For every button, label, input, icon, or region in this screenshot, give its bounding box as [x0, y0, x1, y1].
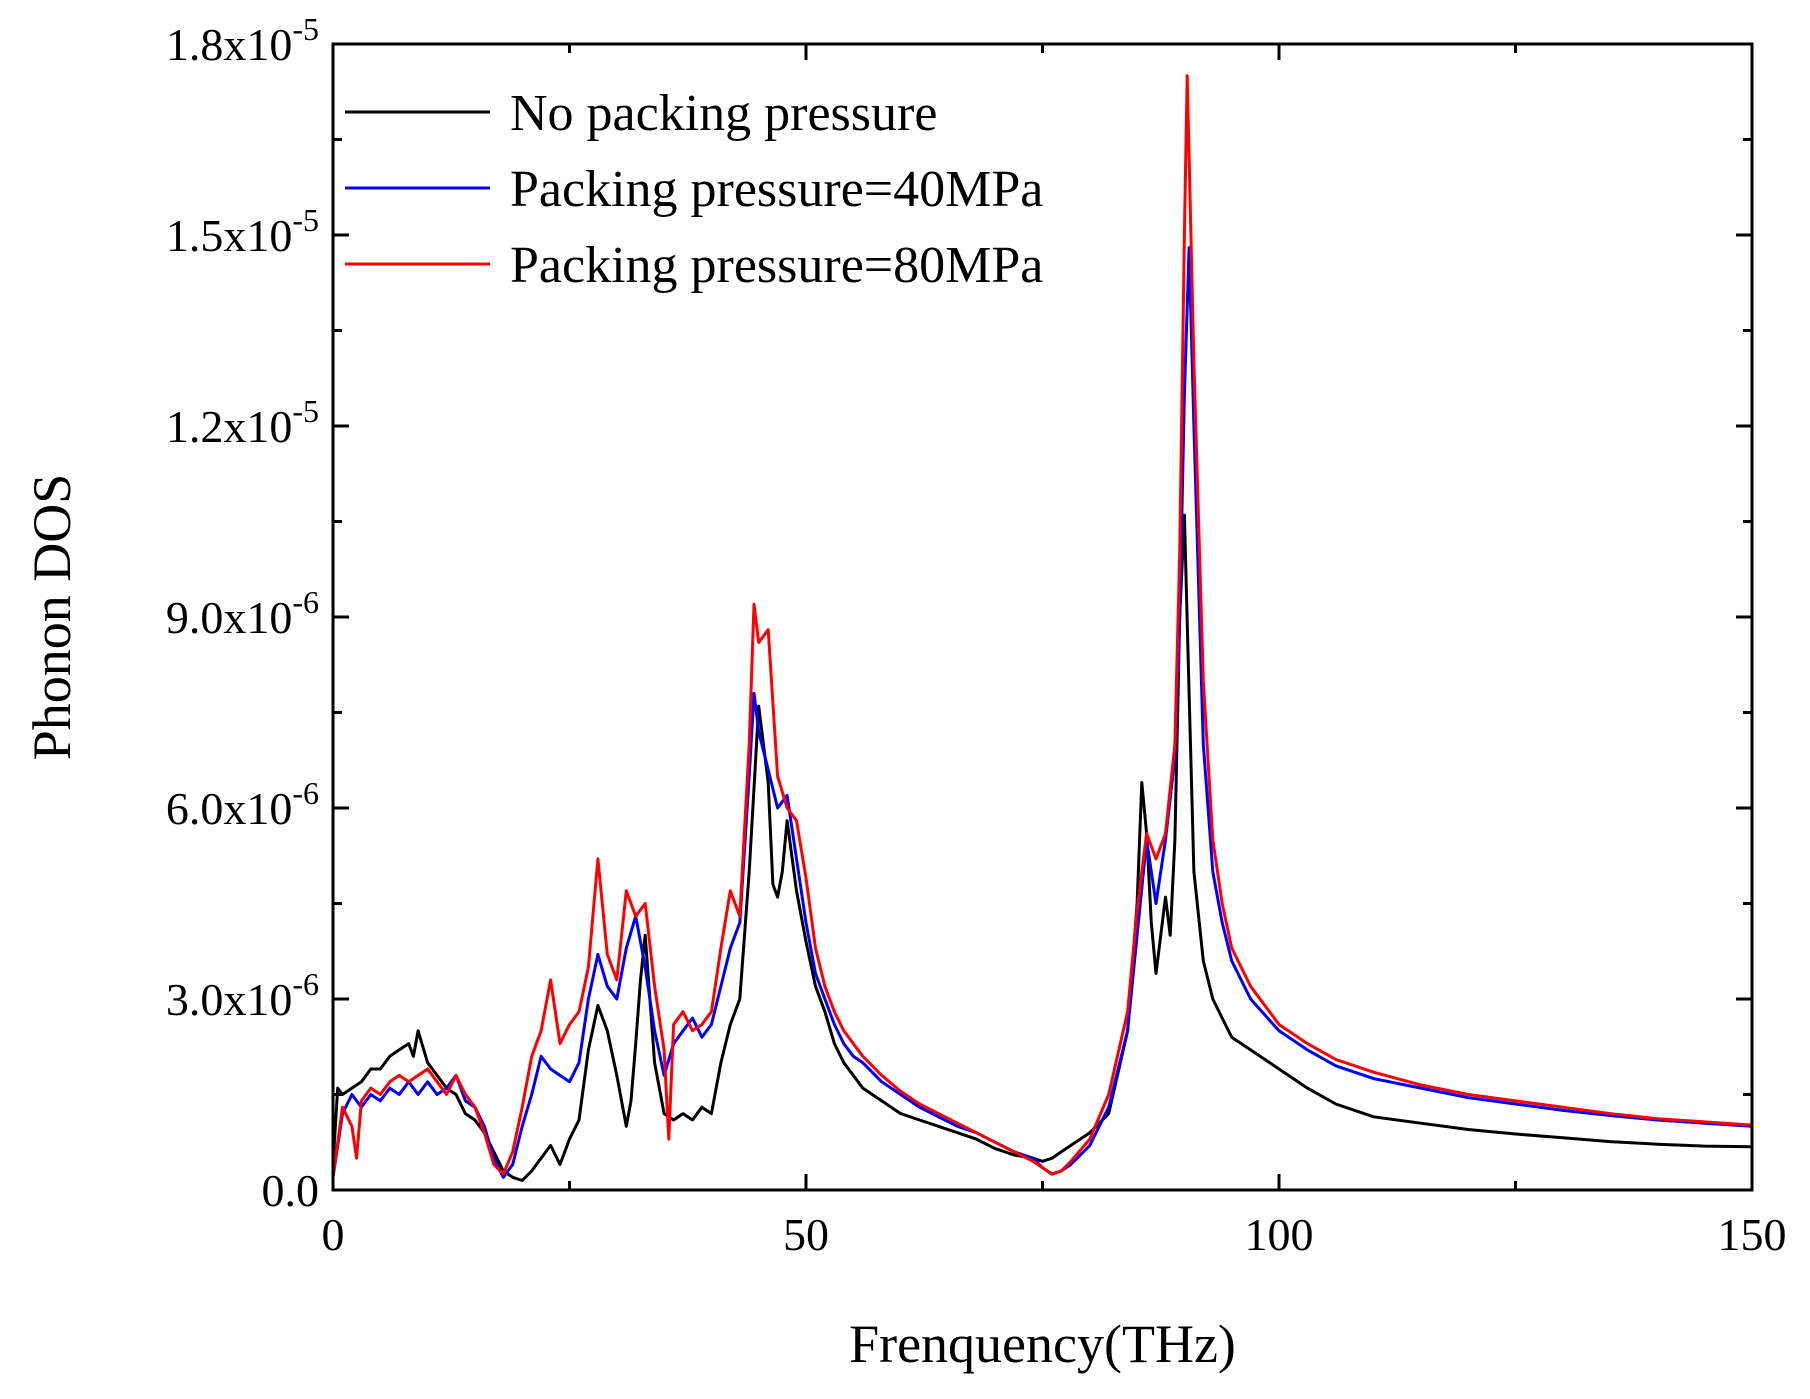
legend-label-2: Packing pressure=80MPa	[510, 237, 1043, 294]
y-tick-mantissa: 9.0x10	[166, 592, 293, 643]
legend-label-0: No packing pressure	[510, 85, 937, 142]
y-axis-title: Phonon DOS	[22, 474, 82, 761]
series-line-2	[331, 74, 1753, 1178]
series-line-0	[331, 513, 1753, 1182]
y-tick-label: 3.0x10-6	[166, 966, 319, 1025]
y-tick-mantissa: 6.0x10	[166, 783, 293, 834]
y-tick-exponent: -5	[292, 393, 319, 429]
x-tick-label: 150	[1718, 1209, 1787, 1260]
x-tick-label: 0	[322, 1209, 345, 1260]
y-tick-label: 0.0	[262, 1165, 320, 1216]
y-tick-mantissa: 0.0	[262, 1165, 320, 1216]
x-axis-title: Frenquency(THz)	[849, 1314, 1236, 1374]
y-tick-exponent: -6	[292, 966, 319, 1002]
x-tick-label: 50	[783, 1209, 829, 1260]
x-tick-label: 100	[1245, 1209, 1314, 1260]
ticks-layer	[331, 42, 1754, 1192]
legend: No packing pressure Packing pressure=40MP…	[345, 85, 1043, 294]
y-tick-mantissa: 1.5x10	[166, 210, 293, 261]
y-tick-label: 1.5x10-5	[166, 202, 319, 261]
y-tick-exponent: -5	[292, 202, 319, 238]
y-tick-mantissa: 3.0x10	[166, 974, 293, 1025]
y-tick-label: 6.0x10-6	[166, 775, 319, 834]
series-line-1	[331, 246, 1753, 1179]
plot-lines-layer	[331, 74, 1753, 1182]
legend-label-1: Packing pressure=40MPa	[510, 161, 1043, 218]
y-tick-mantissa: 1.2x10	[166, 401, 293, 452]
y-tick-label: 1.2x10-5	[166, 393, 319, 452]
y-tick-exponent: -6	[292, 775, 319, 811]
y-tick-label: 1.8x10-5	[166, 11, 319, 70]
y-tick-label: 9.0x10-6	[166, 584, 319, 643]
y-tick-exponent: -5	[292, 11, 319, 47]
tick-labels-layer: 0 50 100 1500.03.0x10-66.0x10-69.0x10-61.2x…	[166, 11, 1787, 1260]
y-tick-mantissa: 1.8x10	[166, 19, 293, 70]
y-tick-exponent: -6	[292, 584, 319, 620]
